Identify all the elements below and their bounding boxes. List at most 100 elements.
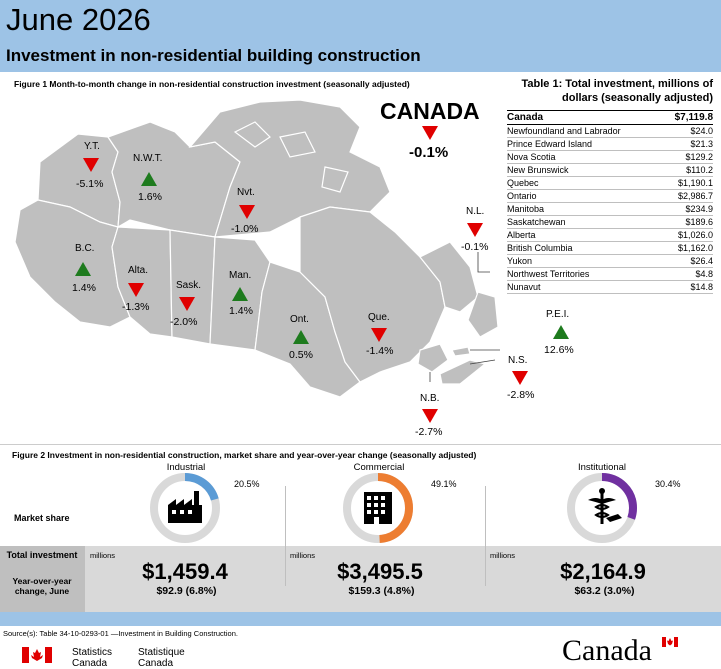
province-name-nb: N.B.: [420, 393, 440, 404]
table-cell-value: $14.8: [690, 282, 713, 292]
que-down-arrow-icon: [371, 328, 387, 342]
millions-label: millions: [490, 551, 516, 560]
millions-label: millions: [90, 551, 116, 560]
canada-map: [0, 92, 500, 437]
yoy-industrial: $92.9 (6.8%): [110, 585, 260, 597]
province-name-sask: Sask.: [176, 280, 202, 291]
yoy-change-label: Year-over-year change, June: [12, 576, 72, 596]
province-name-ont: Ont.: [290, 314, 309, 325]
total-industrial: $1,459.4: [142, 559, 228, 584]
table-cell-value: $2,986.7: [677, 191, 713, 201]
map-region-nova-scotia: [439, 359, 487, 385]
table-row: Newfoundland and Labrador $24.0: [507, 125, 713, 138]
donut-arc-industrial: [150, 473, 220, 543]
map-region-quebec: [299, 206, 446, 383]
table-cell-value: $189.6: [685, 217, 713, 227]
donut-arc-commercial: [343, 473, 413, 543]
map-region-pei: [451, 346, 471, 357]
table-row: Saskatchewan $189.6: [507, 216, 713, 229]
investment-table: Table 1: Total investment, millions of d…: [507, 77, 713, 294]
province-name-pei: P.E.I.: [546, 309, 570, 320]
donut-commercial: [343, 473, 413, 543]
totals-band: [0, 546, 721, 612]
page-title: June 2026: [6, 2, 151, 37]
canada-wordmark: Canada: [562, 634, 652, 667]
province-change-sask: -2.0%: [170, 316, 198, 328]
canada-label: CANADA: [380, 98, 480, 124]
nb-down-arrow-icon: [422, 409, 438, 423]
table-cell-name: Yukon: [507, 256, 533, 266]
table-cell-name: Nova Scotia: [507, 152, 556, 162]
canada-flag-icon: [22, 647, 52, 663]
nwt-up-arrow-icon: [141, 172, 157, 186]
market-share-label: Market share: [14, 513, 70, 523]
sector-title-commercial: Commercial: [353, 462, 405, 473]
province-name-alta: Alta.: [128, 265, 149, 276]
table-cell-name: Prince Edward Island: [507, 139, 593, 149]
sc-fr-line1: Statistique: [138, 647, 185, 658]
table-row: Northwest Territories $4.8: [507, 268, 713, 281]
alta-down-arrow-icon: [128, 283, 144, 297]
table-row: New Brunswick $110.2: [507, 164, 713, 177]
table-cell-name: Nunavut: [507, 282, 541, 292]
table-row: Nunavut $14.8: [507, 281, 713, 294]
leader-line-nl: [477, 252, 490, 273]
province-change-ns: -2.8%: [507, 389, 535, 401]
office-building-icon: [364, 492, 392, 524]
table-row: Alberta $1,026.0: [507, 229, 713, 242]
province-name-bc: B.C.: [75, 243, 95, 254]
sector-title-industrial: Industrial: [166, 462, 206, 473]
table-cell-name: Quebec: [507, 178, 539, 188]
province-change-que: -1.4%: [366, 345, 394, 357]
figure1-caption: Figure 1 Month-to-month change in non-re…: [14, 79, 410, 89]
table-row-total: Canada $7,119.8: [507, 111, 713, 125]
province-change-nl: -0.1%: [461, 241, 489, 253]
totals-label-panel: [0, 546, 85, 612]
section-divider: [0, 444, 721, 445]
wordmark-flag-icon: [662, 637, 678, 647]
table-rows: Canada $7,119.8 Newfoundland and Labrado…: [507, 110, 713, 294]
ns-down-arrow-icon: [512, 371, 528, 385]
sector-title-institutional: Institutional: [577, 462, 627, 473]
caduceus-graduation-icon: [588, 488, 622, 524]
province-change-nb: -2.7%: [415, 426, 443, 438]
province-name-man: Man.: [229, 270, 252, 281]
table-cell-name: Manitoba: [507, 204, 545, 214]
total-commercial: $3,495.5: [337, 559, 423, 584]
canada-down-arrow-icon: [422, 126, 438, 140]
table-cell-value: $24.0: [690, 126, 713, 136]
nvt-down-arrow-icon: [239, 205, 255, 219]
table-row: Quebec $1,190.1: [507, 177, 713, 190]
market-share-institutional: 30.4%: [655, 479, 681, 489]
table-cell-value: $1,162.0: [677, 243, 713, 253]
nl-down-arrow-icon: [467, 223, 483, 237]
province-name-nl: N.L.: [466, 206, 485, 217]
sask-down-arrow-icon: [179, 297, 195, 311]
table-cell-value: $110.2: [686, 165, 713, 175]
table-cell-name: Saskatchewan: [507, 217, 566, 227]
table-cell-name: Canada: [507, 112, 544, 123]
source-note: Source(s): Table 34-10-0293-01 —Investme…: [3, 629, 238, 638]
table-cell-value: $26.4: [690, 256, 713, 266]
footer-band: [0, 612, 721, 626]
province-change-yt: -5.1%: [76, 178, 104, 190]
map-region-arctic-islands: [233, 121, 349, 193]
table-cell-name: British Columbia: [507, 243, 573, 253]
pei-up-arrow-icon: [553, 325, 569, 339]
table-cell-name: Newfoundland and Labrador: [507, 126, 621, 136]
province-name-nvt: Nvt.: [237, 187, 255, 198]
yoy-institutional: $63.2 (3.0%): [528, 585, 678, 597]
yoy-value: $159.3 (4.8%): [348, 585, 415, 597]
table-cell-value: $1,026.0: [677, 230, 713, 240]
table-cell-name: Ontario: [507, 191, 537, 201]
province-name-yt: Y.T.: [84, 141, 100, 152]
millions-label: millions: [290, 551, 316, 560]
donut-industrial: [150, 473, 220, 543]
province-change-man: 1.4%: [229, 305, 253, 317]
table-cell-value: $234.9: [685, 204, 713, 214]
map-region-newfoundland: [467, 291, 499, 338]
province-change-alta: -1.3%: [122, 301, 150, 313]
market-share-industrial: 20.5%: [234, 479, 260, 489]
table-row: Prince Edward Island $21.3: [507, 138, 713, 151]
province-name-que: Que.: [368, 312, 390, 323]
